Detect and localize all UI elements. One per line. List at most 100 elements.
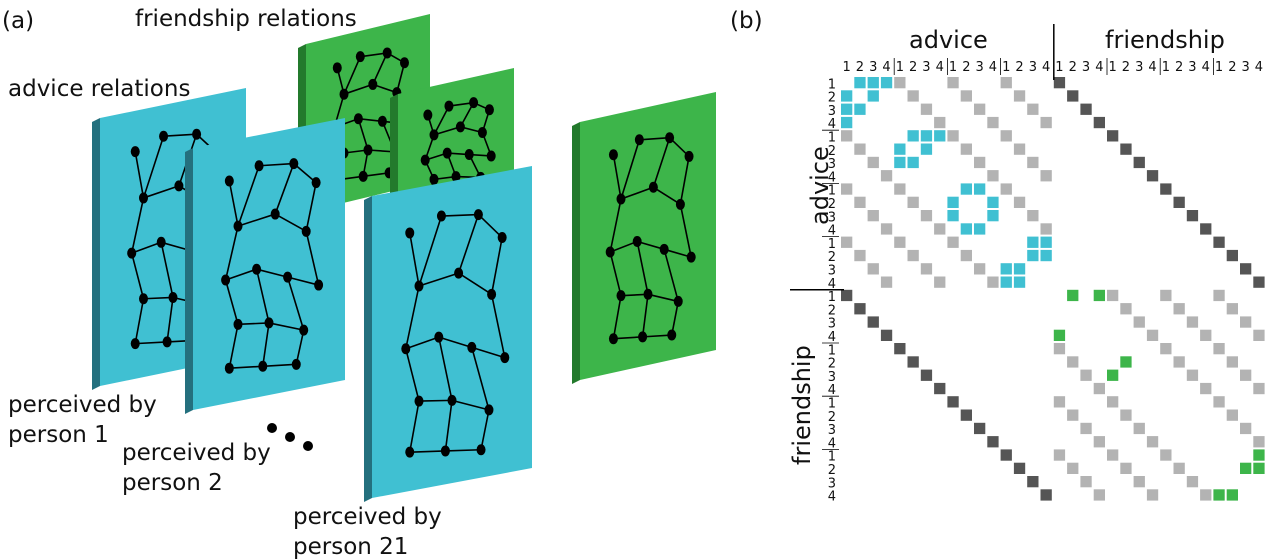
network-edge: [458, 272, 493, 295]
network-node: [270, 208, 280, 220]
coupling-cell: [1120, 409, 1132, 421]
advice-tie-cell: [907, 130, 919, 142]
network-node: [420, 154, 430, 166]
network-edge: [295, 329, 305, 365]
person21-caption-line2: person 21: [293, 534, 408, 559]
network-node: [291, 358, 301, 370]
network-node: [221, 274, 231, 286]
advice-tie-cell: [960, 183, 972, 195]
network-edge: [142, 135, 165, 199]
network-edge: [620, 186, 654, 200]
coupling-cell: [841, 183, 853, 195]
advice-tie-cell: [841, 116, 853, 129]
network-edge: [131, 241, 162, 254]
coupling-cell: [1253, 382, 1265, 395]
row-index-label: 4: [828, 170, 836, 185]
advice-tie-cell: [894, 156, 906, 169]
network-edge: [224, 279, 239, 325]
network-node: [500, 352, 510, 364]
coupling-cell: [880, 276, 893, 288]
advice-tie-cell: [1013, 276, 1026, 288]
network-node: [667, 329, 677, 341]
coupling-cell: [841, 236, 853, 248]
row-index-label: 1: [828, 397, 836, 412]
network-node: [665, 132, 675, 144]
network-edge: [642, 334, 672, 338]
row-index-label: 1: [828, 184, 836, 199]
network-node: [401, 343, 411, 355]
network-edge: [228, 180, 239, 227]
row-index-label: 4: [828, 490, 836, 505]
coupling-cell: [960, 90, 972, 102]
interlayer-cell: [907, 356, 919, 368]
interlayer-cell: [920, 369, 933, 381]
coupling-cell: [1027, 210, 1039, 222]
coupling-cell: [854, 196, 866, 208]
network-node: [605, 246, 615, 258]
coupling-cell: [1226, 356, 1238, 368]
board-side-edge: [572, 122, 580, 384]
network-edge: [259, 162, 294, 167]
network-node: [224, 362, 234, 374]
person21-caption-line1: perceived by: [293, 504, 442, 530]
coupling-cell: [880, 170, 893, 182]
coupling-cell: [1200, 382, 1212, 395]
coupling-cell: [1013, 196, 1026, 208]
interlayer-cell: [1240, 263, 1252, 275]
network-node: [224, 175, 234, 187]
network-edge: [160, 242, 174, 298]
coupling-cell: [1053, 396, 1066, 408]
friendship-tie-cell: [1067, 289, 1079, 302]
network-node: [487, 288, 497, 300]
column-index-label: 2: [1228, 60, 1236, 75]
column-index-label: 2: [1175, 60, 1183, 75]
ellipsis-dot: [267, 423, 277, 433]
row-index-label: 4: [828, 436, 836, 451]
coupling-cell: [1107, 289, 1119, 302]
row-index-label: 2: [828, 303, 836, 318]
coupling-cell: [947, 77, 959, 89]
network-edge: [237, 165, 260, 227]
perception-boards: [92, 14, 716, 502]
network-edge: [255, 269, 270, 324]
coupling-cell: [1093, 436, 1105, 448]
network-edge: [262, 363, 297, 368]
coupling-cell: [1133, 422, 1145, 435]
row-index-label: 4: [828, 383, 836, 398]
network-node: [168, 291, 178, 303]
network-node: [414, 395, 424, 407]
network-edge: [305, 231, 320, 286]
row-index-label: 2: [828, 250, 836, 265]
network-node: [264, 317, 274, 329]
advice-tie-cell: [960, 223, 972, 235]
coupling-cell: [1080, 476, 1092, 488]
coupling-cell: [1040, 170, 1052, 182]
coupling-cell: [894, 77, 906, 89]
network-edge: [405, 348, 420, 402]
coupling-cell: [987, 276, 999, 288]
network-edge: [135, 341, 168, 345]
advice-tie-cell: [894, 143, 906, 155]
coupling-cell: [920, 210, 933, 222]
friendship-tie-cell: [1120, 356, 1132, 368]
advice-tie-cell: [1000, 263, 1012, 275]
coupling-cell: [974, 156, 986, 169]
network-node: [174, 180, 184, 192]
person1-caption-line1: perceived by: [8, 392, 157, 418]
row-index-label: 2: [828, 410, 836, 425]
network-node: [299, 324, 309, 336]
network-node: [608, 149, 618, 161]
network-edge: [237, 322, 270, 326]
network-node: [130, 338, 140, 350]
advice-tie-cell: [1027, 236, 1039, 248]
interlayer-cell: [1080, 103, 1092, 115]
network-edge: [445, 448, 482, 452]
board-face: [580, 92, 716, 380]
network-node: [455, 121, 465, 133]
ellipsis-dot: [285, 432, 295, 442]
network-node: [414, 280, 424, 292]
column-index-label: 2: [1069, 60, 1077, 75]
coupling-cell: [934, 276, 946, 288]
advice-tie-cell: [841, 103, 853, 115]
